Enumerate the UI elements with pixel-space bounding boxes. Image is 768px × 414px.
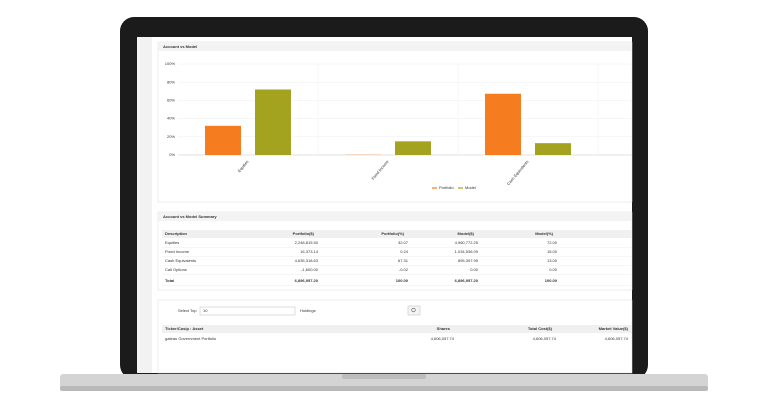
column-header: Description xyxy=(165,231,188,236)
table-cell: 4,606,057.74 xyxy=(605,336,629,341)
column-header: Portfolio($) xyxy=(293,231,315,236)
table-cell: 72.00 xyxy=(547,240,558,245)
panel-header xyxy=(158,212,632,221)
table-cell: gateau Government Portfolio xyxy=(165,336,217,341)
column-header: Model($) xyxy=(458,231,475,236)
y-tick-label: 100% xyxy=(165,61,176,66)
table-cell: 16,373.14 xyxy=(300,249,319,254)
select-value[interactable]: 10 xyxy=(203,308,208,313)
table-cell: 13.00 xyxy=(547,258,558,263)
table-header xyxy=(162,325,632,333)
bar xyxy=(485,94,521,155)
table-cell: Equities xyxy=(165,240,179,245)
table-cell: Fixed Income xyxy=(165,249,190,254)
table-cell: 32.07 xyxy=(398,240,409,245)
table-cell: 2,248,815.50 xyxy=(295,240,319,245)
table-cell: 0.00 xyxy=(470,267,479,272)
table-cell: Call Options xyxy=(165,267,187,272)
table-cell: Cash Equivalents xyxy=(165,258,196,263)
table-cell: 4,960,772.25 xyxy=(455,240,479,245)
table-cell: 100.00 xyxy=(545,278,558,283)
column-header: Shares xyxy=(437,326,451,331)
table-cell: 67.31 xyxy=(398,258,409,263)
column-header: Portfolio(%) xyxy=(381,231,404,236)
table-cell: 6,896,957.20 xyxy=(455,278,479,283)
y-tick-label: 20% xyxy=(167,134,175,139)
panel-header xyxy=(158,42,632,51)
laptop-base-edge xyxy=(60,386,708,391)
laptop-notch xyxy=(342,374,426,379)
legend-label: Model xyxy=(465,185,476,190)
table-cell: 0.00 xyxy=(549,267,558,272)
search-button[interactable] xyxy=(408,306,420,315)
table-cell: 15.00 xyxy=(547,249,558,254)
table-cell: 4,606,057.74 xyxy=(431,336,455,341)
column-header: Ticker/Cusip : Asset xyxy=(165,326,204,331)
table-cell: Total xyxy=(165,278,174,283)
table-cell: 0.24 xyxy=(400,249,409,254)
table-cell: 100.00 xyxy=(396,278,409,283)
table-cell: 6,896,957.20 xyxy=(295,278,319,283)
table-cell: 895,397.95 xyxy=(458,258,479,263)
column-header: Model(%) xyxy=(535,231,553,236)
table-cell: 1,034,536.09 xyxy=(455,249,479,254)
table-cell: -1,600.00 xyxy=(301,267,319,272)
y-tick-label: 80% xyxy=(167,79,175,84)
panel-title: Account vs Model xyxy=(163,44,197,49)
bar xyxy=(205,126,241,155)
column-header: Total Cost($) xyxy=(528,326,553,331)
table-cell: 4,606,057.74 xyxy=(533,336,557,341)
table-cell: -0.02 xyxy=(399,267,409,272)
bar xyxy=(255,89,291,155)
side-nav xyxy=(137,37,152,373)
column-header: Market Value($) xyxy=(599,326,629,331)
panel-title: Account vs Model Summary xyxy=(163,214,217,219)
chart-panel xyxy=(158,42,632,202)
y-tick-label: 0% xyxy=(169,152,175,157)
bar xyxy=(395,141,431,155)
y-tick-label: 40% xyxy=(167,116,175,121)
select-label: Select Top xyxy=(178,308,197,313)
table-cell: 4,635,318.63 xyxy=(295,258,319,263)
y-tick-label: 60% xyxy=(167,97,175,102)
holdings-label: Holdings xyxy=(300,308,316,313)
select-input[interactable] xyxy=(200,307,295,315)
legend-label: Portfolio xyxy=(439,185,454,190)
bar xyxy=(535,143,571,155)
